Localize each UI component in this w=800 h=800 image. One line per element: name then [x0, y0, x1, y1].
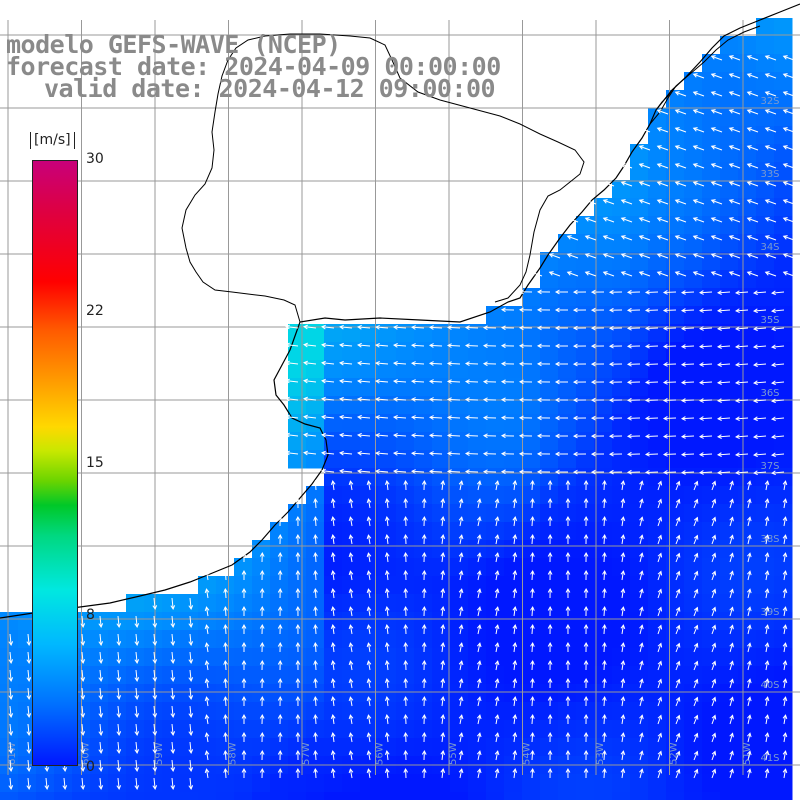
- lagoon-coast: [649, 25, 761, 125]
- forecast-date: forecast date: 2024-04-09 00:00:00: [6, 52, 501, 81]
- lon-label: 59W: [154, 742, 165, 765]
- lat-label: 37S: [760, 461, 779, 472]
- lon-label: 55W: [448, 742, 459, 765]
- model-title: modelo GEFS-WAVE (NCEP): [6, 30, 341, 59]
- lat-label: 40S: [760, 680, 779, 691]
- lat-label: 39S: [760, 607, 779, 618]
- colorbar-tick-15: 15: [86, 455, 104, 471]
- lon-label: 57W: [301, 742, 312, 765]
- lat-label: 36S: [760, 388, 779, 399]
- estuary-coast: [181, 33, 585, 323]
- lat-label: 32S: [760, 96, 779, 107]
- lon-label: 53W: [595, 742, 606, 765]
- lat-lon-grid: 32S 33S 34S 35S 36S 37S 38S 39S 40S 41S 61W 60W 59W 5…: [0, 20, 800, 775]
- colorbar: [32, 160, 78, 766]
- colorbar-tick-30: 30: [86, 151, 104, 167]
- lon-label: 61W: [7, 742, 18, 765]
- lon-label: 60W: [81, 742, 92, 765]
- lat-label: 33S: [760, 169, 779, 180]
- colorbar-unit: [m/s]: [30, 132, 75, 150]
- wind-speed-field: [0, 18, 793, 800]
- lat-label: 41S: [760, 753, 779, 764]
- lon-label: 54W: [522, 742, 533, 765]
- lat-label: 35S: [760, 315, 779, 326]
- lat-label: 38S: [760, 534, 779, 545]
- colorbar-tick-22: 22: [86, 303, 104, 319]
- lon-label: 58W: [228, 742, 239, 765]
- wind-vectors: [8, 55, 795, 790]
- colorbar-tick-8: 8: [86, 607, 95, 623]
- colorbar-tick-0: 0: [86, 759, 95, 775]
- valid-date: valid date: 2024-04-12 09:00:00: [44, 74, 496, 103]
- lon-label: 52W: [669, 742, 680, 765]
- lon-label: 56W: [375, 742, 386, 765]
- lat-label: 34S: [760, 242, 779, 253]
